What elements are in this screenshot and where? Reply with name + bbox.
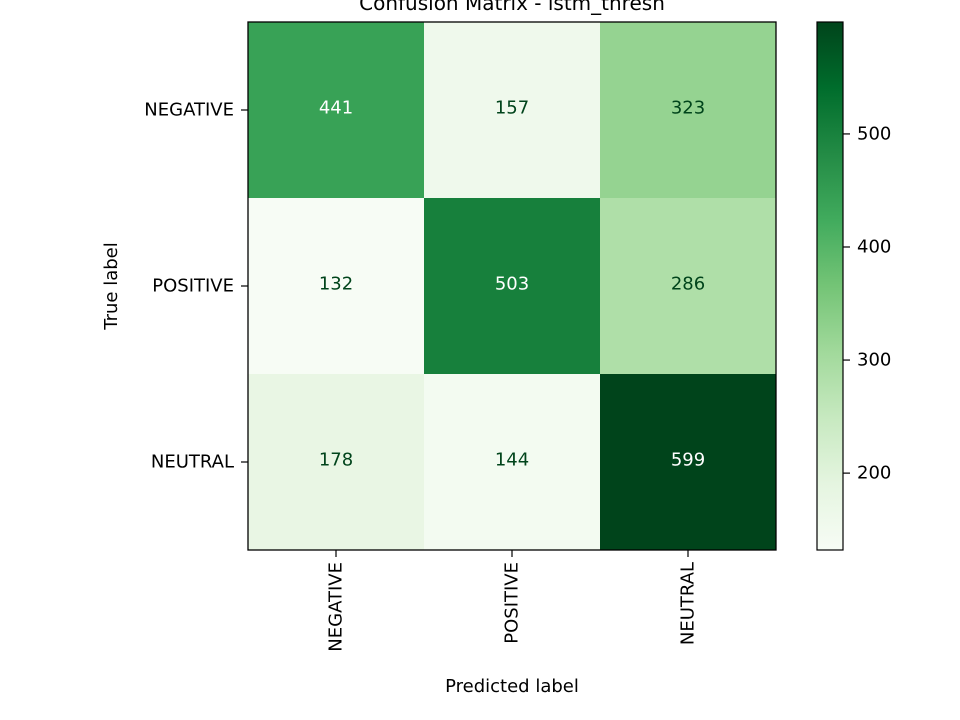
- cell-0-1: [424, 22, 601, 199]
- cell-0-2: [600, 22, 777, 199]
- y-tick-label-1: POSITIVE: [152, 276, 234, 297]
- y-tick-label-0: NEGATIVE: [144, 100, 234, 121]
- cell-label-0-0: 441: [319, 98, 353, 119]
- x-tick-label-2: NEUTRAL: [678, 562, 699, 645]
- cell-label-2-2: 599: [671, 450, 705, 471]
- colorbar: [816, 21, 844, 551]
- cell-label-0-2: 323: [671, 98, 705, 119]
- cell-label-0-1: 157: [495, 98, 529, 119]
- x-axis-ticks: NEGATIVE POSITIVE NEUTRAL: [326, 550, 699, 652]
- cell-2-1: [424, 374, 601, 551]
- colorbar-tick-label-3: 500: [857, 123, 891, 144]
- colorbar-tick-label-1: 300: [857, 350, 891, 371]
- y-axis-ticks: NEGATIVE POSITIVE NEUTRAL: [144, 100, 248, 473]
- cell-0-0: [248, 22, 425, 199]
- colorbar-tick-label-0: 200: [857, 463, 891, 484]
- cell-label-1-1: 503: [495, 274, 529, 295]
- cell-label-1-2: 286: [671, 274, 705, 295]
- x-axis-label: Predicted label: [445, 676, 579, 697]
- cell-2-0: [248, 374, 425, 551]
- x-tick-label-0: NEGATIVE: [326, 562, 347, 652]
- colorbar-tick-label-2: 400: [857, 236, 891, 257]
- heatmap-cells: [248, 22, 777, 551]
- cell-value-labels: 441 157 323 132 503 286 178 144 599: [319, 98, 705, 471]
- chart-title: Confusion Matrix - lstm_thresh: [359, 0, 665, 15]
- cell-1-1: [424, 198, 601, 375]
- cell-label-1-0: 132: [319, 274, 353, 295]
- cell-label-2-1: 144: [495, 450, 529, 471]
- colorbar-ticks: 200 300 400 500: [843, 123, 891, 484]
- cell-2-2: [600, 374, 777, 551]
- x-tick-label-1: POSITIVE: [502, 562, 523, 644]
- y-tick-label-2: NEUTRAL: [151, 452, 234, 473]
- cell-1-0: [248, 198, 425, 375]
- cell-1-2: [600, 198, 777, 375]
- y-axis-label: True label: [101, 242, 122, 331]
- cell-label-2-0: 178: [319, 450, 353, 471]
